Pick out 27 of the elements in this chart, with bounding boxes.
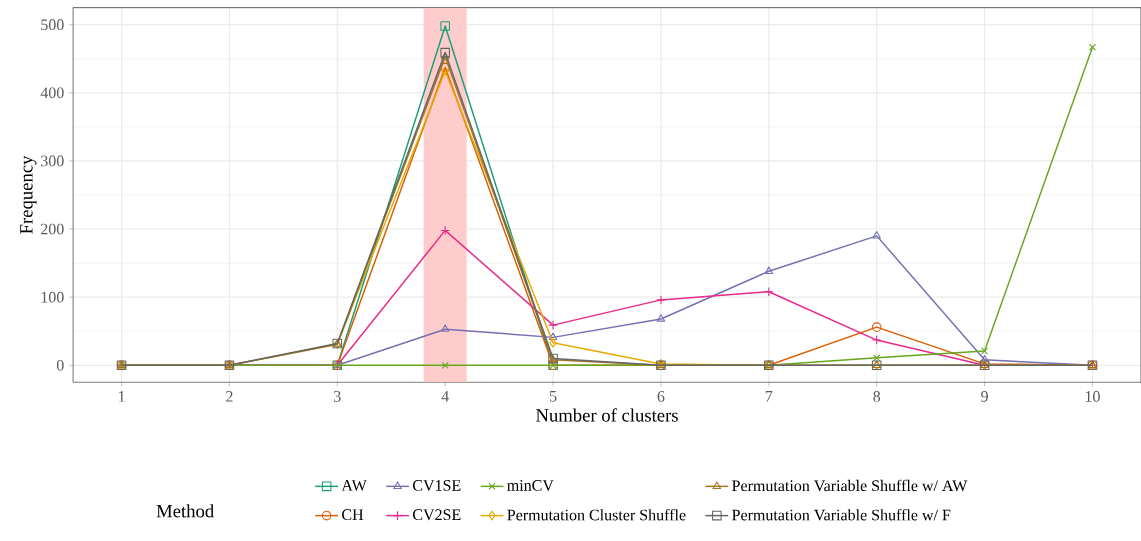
x-tick-label: 4 (441, 391, 449, 402)
legend-label: CH (342, 509, 364, 521)
y-tick-label: 500 (41, 19, 64, 31)
x-axis-title: Number of clusters (536, 408, 678, 422)
y-tick-label: 0 (56, 359, 64, 371)
legend-label: minCV (507, 480, 554, 491)
y-tick-label: 100 (41, 291, 64, 303)
legend-label: Permutation Variable Shuffle w/ F (732, 508, 951, 521)
x-tick-label: 9 (981, 391, 988, 402)
x-tick-label: 1 (118, 391, 125, 402)
y-axis-title: Frequency (20, 155, 37, 234)
legend-title: Method (156, 504, 214, 518)
x-tick-label: 7 (765, 391, 773, 402)
x-tick-label: 8 (873, 391, 881, 402)
y-tick-label: 300 (41, 155, 64, 167)
legend-label: AW (341, 480, 367, 491)
x-tick-label: 10 (1085, 391, 1100, 402)
y-tick-label: 200 (41, 223, 64, 235)
legend-label: Permutation Cluster Shuffle (507, 508, 686, 521)
x-tick-label: 2 (226, 391, 233, 402)
x-tick-label: 5 (549, 391, 557, 402)
legend-label: CV1SE (413, 480, 461, 491)
x-tick-label: 6 (657, 391, 665, 402)
legend-label: CV2SE (413, 509, 461, 521)
x-tick-label: 3 (334, 391, 341, 402)
legend-label: Permutation Variable Shuffle w/ AW (732, 479, 968, 492)
y-tick-label: 400 (40, 87, 64, 99)
